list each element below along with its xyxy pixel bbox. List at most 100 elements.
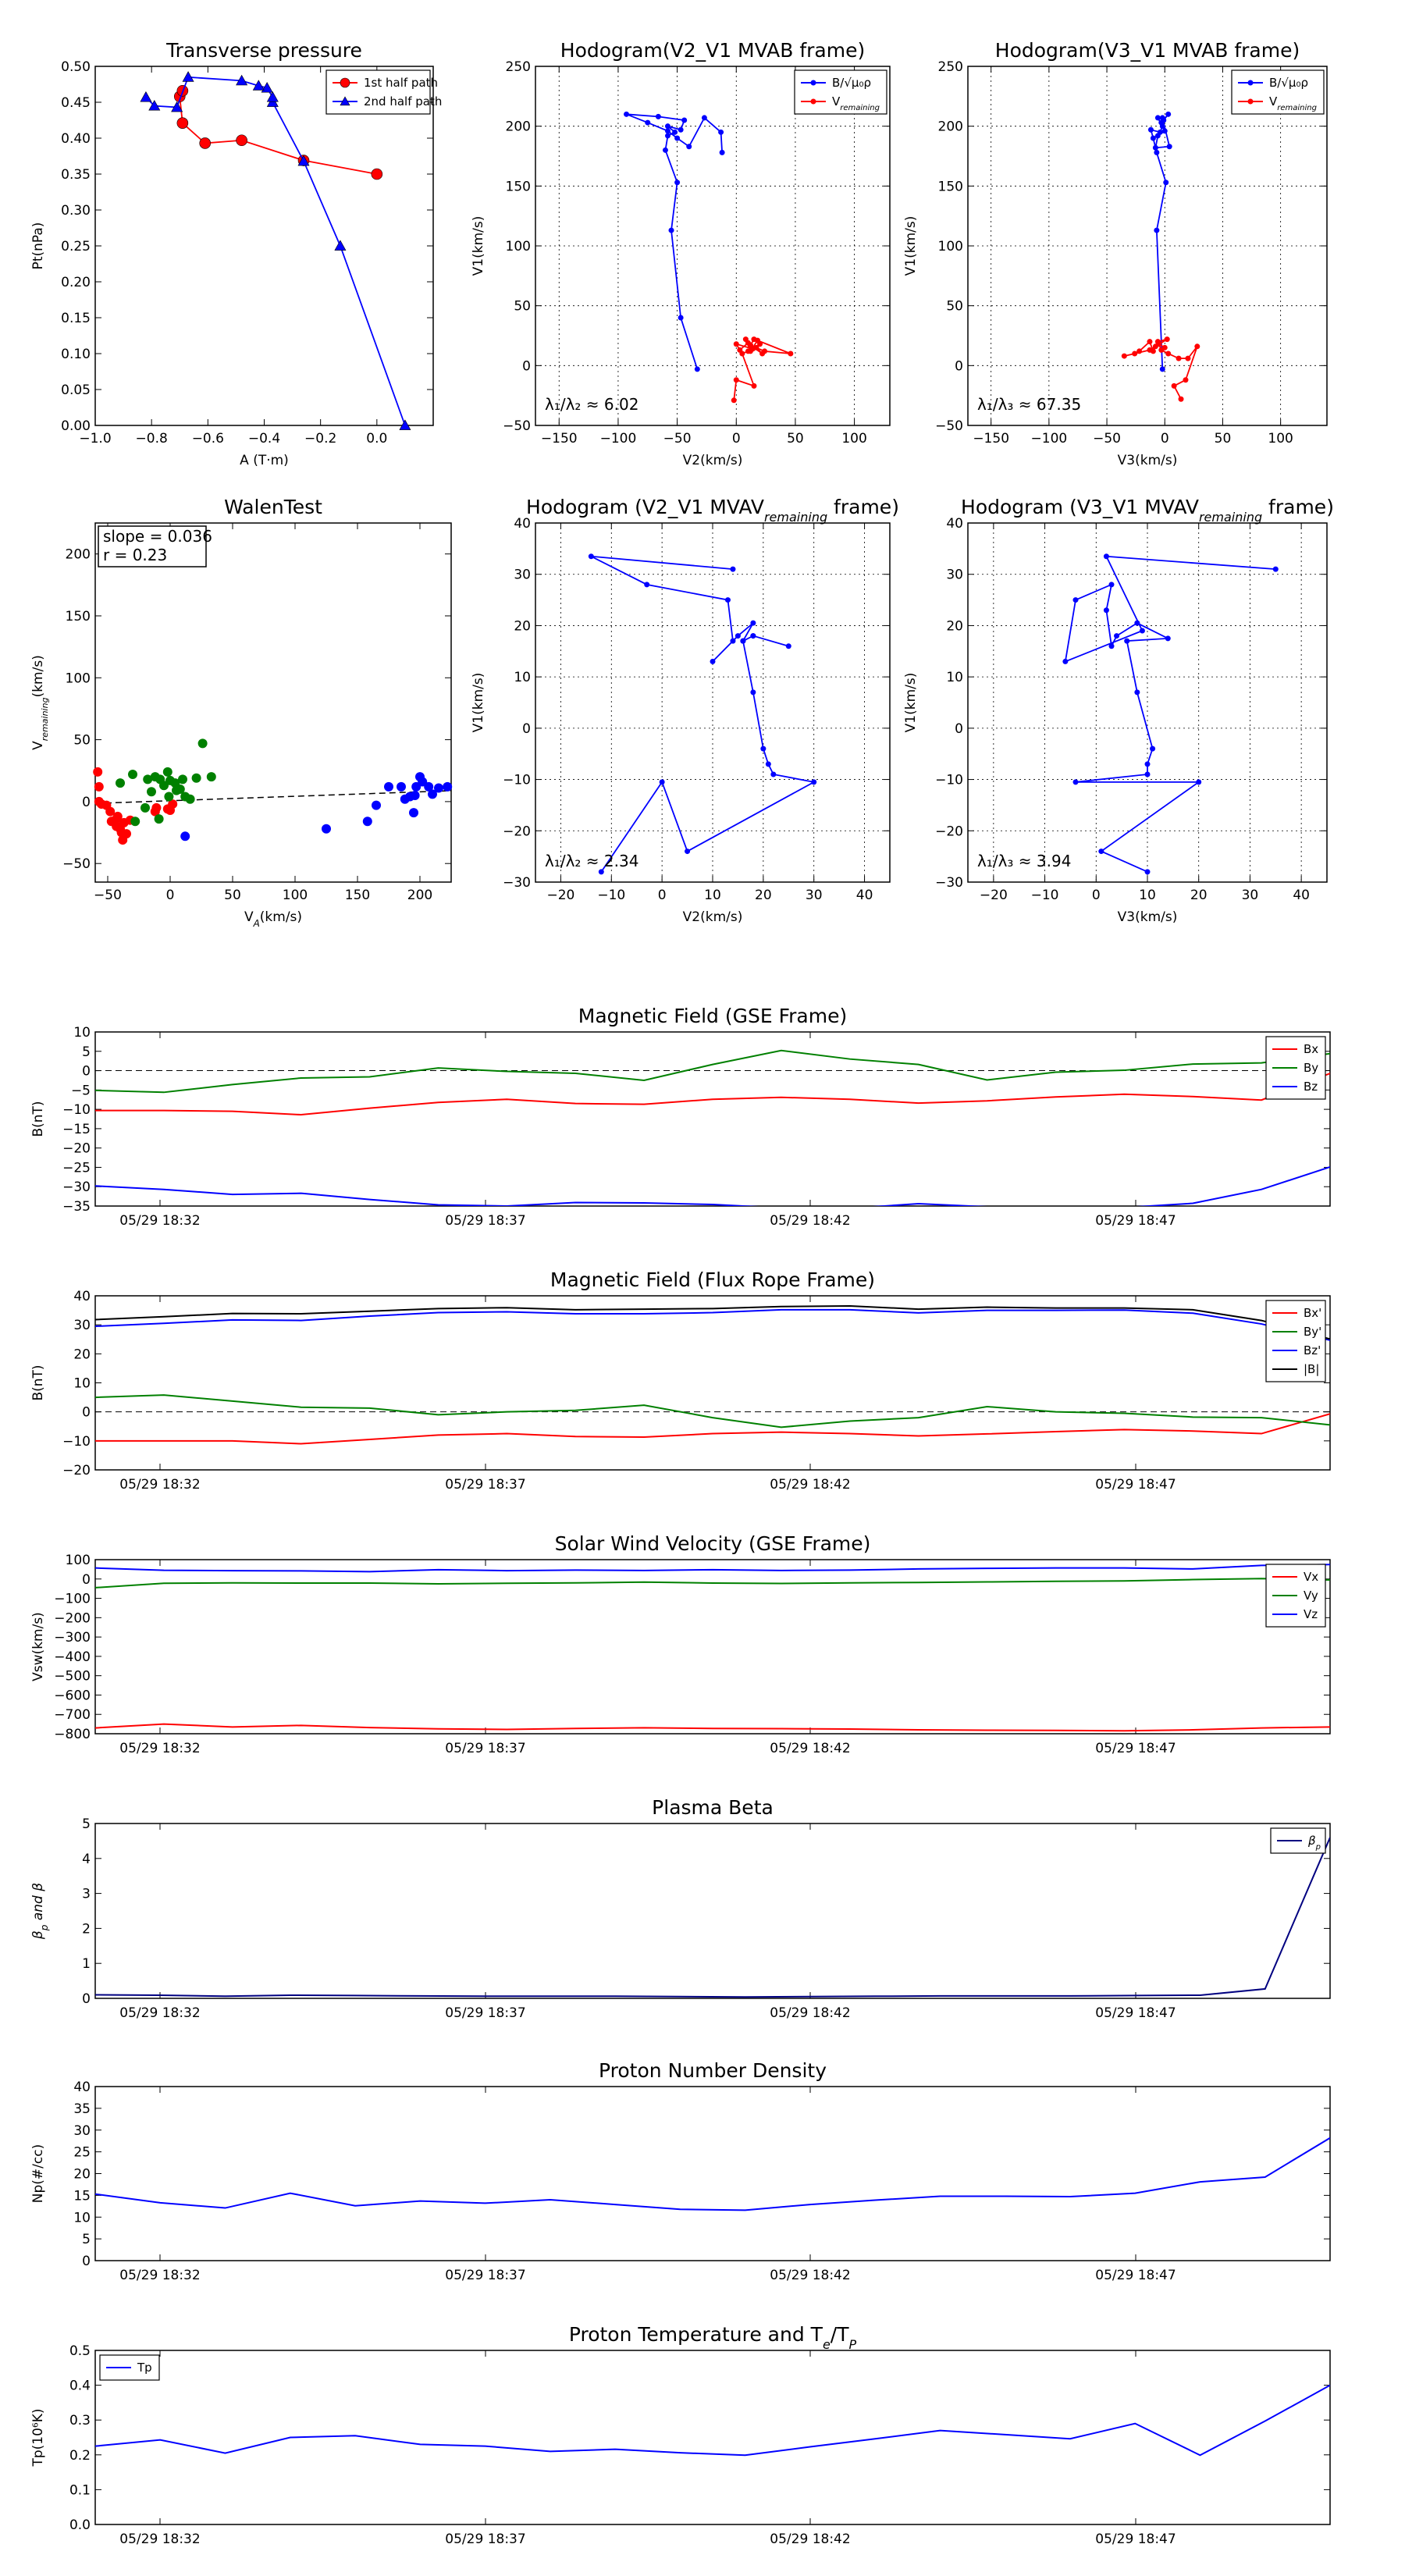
series-line [626, 113, 724, 370]
legend-label: Bx [1304, 1042, 1318, 1056]
y-tick-label: 0.35 [61, 167, 91, 183]
time-tick-label: 05/29 18:32 [119, 2268, 200, 2283]
data-point [372, 800, 381, 810]
legend-label: Bz [1304, 1080, 1318, 1094]
data-point [1154, 149, 1160, 155]
y-tick-label: 0.05 [61, 382, 91, 398]
data-point [252, 80, 265, 91]
data-point [810, 98, 816, 105]
time-tick-label: 05/29 18:42 [770, 2268, 850, 2283]
series-line [95, 1578, 1330, 1589]
data-point [443, 781, 453, 792]
x-tick-label: −20 [980, 888, 1008, 903]
x-axis-label-subscript: A [253, 918, 260, 929]
data-point [122, 829, 131, 839]
chart-hodo-v3-mvav: Hodogram (V3_V1 MVAVremaining frame) −20 −… [903, 496, 1334, 925]
y-axis-label: Vsw(km/s) [30, 1612, 46, 1681]
data-point [731, 397, 737, 404]
data-point [1154, 133, 1161, 139]
data-point [1121, 353, 1127, 359]
data-point [1161, 128, 1168, 134]
data-point [1165, 350, 1172, 357]
y-tick-label: 4 [82, 1852, 91, 1867]
y-tick-label: −100 [54, 1592, 91, 1607]
data-point [322, 824, 331, 834]
y-tick-label: 200 [66, 547, 91, 563]
data-point [1144, 869, 1151, 875]
data-point [1272, 566, 1279, 572]
data-point [1114, 633, 1120, 639]
data-point [1165, 635, 1171, 642]
y-axis-label: V1(km/s) [471, 673, 486, 733]
y-tick-label: −20 [503, 824, 531, 839]
data-point [1150, 135, 1156, 141]
chart-solar-wind-velocity: Solar Wind Velocity (GSE Frame) −800 −700 −… [30, 1532, 1331, 1756]
data-point [735, 633, 741, 639]
data-point [1147, 339, 1153, 345]
y-tick-label: 50 [946, 299, 963, 315]
data-point [1176, 355, 1182, 361]
x-axis-label-main: V [244, 909, 254, 925]
chart-hodo-v2-mvab: Hodogram(V2_V1 MVAB frame) −150 −100 −50 0 50… [471, 39, 891, 468]
chart-title-main: Proton Temperature and T [569, 2323, 823, 2346]
data-point [788, 350, 794, 357]
series-line [733, 338, 791, 400]
y-tick-label: 30 [73, 1318, 91, 1333]
y-axis-label-end: (km/s) [30, 655, 46, 697]
y-tick-label: 100 [938, 239, 963, 254]
x-tick-label: 20 [755, 888, 772, 903]
y-tick-label: 250 [938, 59, 963, 75]
data-point [588, 553, 594, 560]
data-point [93, 767, 103, 777]
y-tick-label: −30 [503, 875, 531, 891]
data-point [206, 772, 216, 782]
legend-label: βp [1307, 1834, 1321, 1852]
data-point [1166, 144, 1172, 150]
series-line [95, 1564, 1330, 1573]
data-point [750, 633, 756, 639]
data-point [681, 117, 688, 123]
data-point [1134, 689, 1140, 696]
data-point [266, 91, 279, 102]
x-tick-label: 0.0 [366, 431, 387, 447]
series-line [95, 1723, 1330, 1732]
data-point [397, 781, 406, 792]
data-point [140, 802, 150, 813]
x-axis-label: A (T·m) [240, 453, 289, 468]
data-point [1194, 343, 1200, 350]
time-tick-label: 05/29 18:32 [119, 1477, 200, 1493]
legend-box [794, 69, 887, 115]
stats-line: r = 0.23 [103, 546, 167, 564]
data-point [162, 804, 173, 814]
legend-label: |B| [1304, 1362, 1319, 1376]
data-point [645, 119, 651, 126]
x-tick-label: 100 [841, 431, 866, 447]
plot-frame [94, 1295, 1331, 1471]
data-point [116, 778, 125, 788]
y-tick-label: −10 [62, 1102, 91, 1118]
data-point [624, 111, 630, 117]
stats-box [98, 525, 207, 568]
eigenvalue-ratio-annotation: λ₁/λ₂ ≈ 6.02 [545, 395, 638, 414]
y-tick-label: 0.50 [61, 59, 91, 75]
series-line [95, 1394, 1330, 1429]
data-point [191, 773, 201, 783]
chart-title-main: WalenTest [224, 496, 322, 518]
y-axis-label-main: β [30, 1930, 46, 1940]
chart-walen-test: WalenTest −50 0 50 100 150 200 −50 0 50 100 150 200 V… [30, 496, 453, 929]
y-tick-label: 25 [73, 2145, 91, 2161]
y-tick-label: 0.25 [61, 239, 91, 254]
legend-label: Tp [137, 2361, 152, 2375]
data-point [810, 80, 816, 86]
x-tick-label: 40 [856, 888, 873, 903]
data-point [1196, 779, 1202, 785]
y-tick-label: 250 [506, 59, 531, 75]
time-tick-label: 05/29 18:42 [770, 1477, 850, 1493]
y-tick-label: 3 [82, 1887, 91, 1902]
legend-box [325, 69, 431, 115]
time-tick-label: 05/29 18:42 [770, 1213, 850, 1229]
x-tick-label: 40 [1293, 888, 1310, 903]
x-tick-label: 0 [658, 888, 667, 903]
data-point [659, 779, 665, 785]
